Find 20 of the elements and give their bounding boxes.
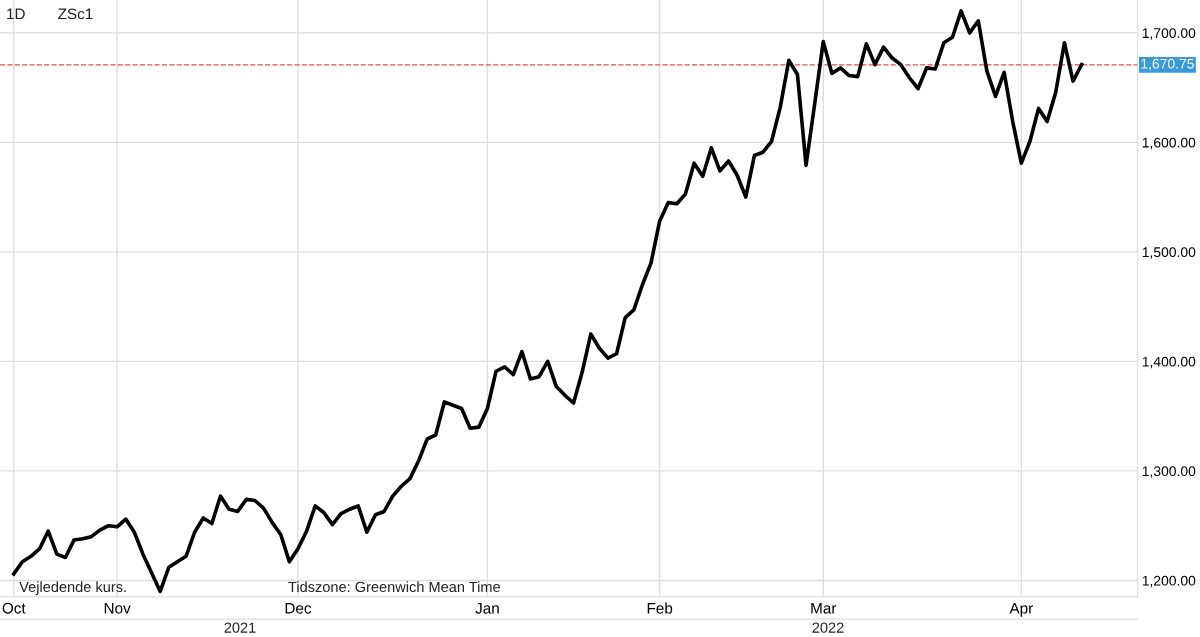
x-tick-label: Dec [285, 602, 312, 614]
y-tick-label: 1,600.00 [1142, 137, 1196, 150]
y-tick-label: 1,700.00 [1142, 28, 1196, 40]
ref-line-label: 1,670.75 [1141, 58, 1194, 71]
y-tick-label: 1,500.00 [1142, 247, 1196, 259]
x-tick-label: Mar [811, 602, 837, 614]
annotation: Vejledende kurs. [19, 581, 126, 595]
y-tick-label: 1,400.00 [1142, 356, 1196, 369]
x-tick-label: Feb [647, 602, 673, 614]
annotation: Tidszone: Greenwich Mean Time [288, 581, 500, 593]
x-tick-label: Nov [104, 602, 131, 614]
text: 2022 [812, 622, 844, 633]
text: 2021 [224, 622, 256, 633]
x-tick-label: Apr [1009, 602, 1033, 617]
annotation: 1D [7, 8, 25, 20]
x-tick-label: Oct [2, 602, 26, 614]
y-tick-label: 1,300.00 [1142, 466, 1196, 478]
y-tick-label: 1,200.00 [1142, 575, 1196, 588]
annotation: ZSc1 [58, 8, 93, 20]
x-tick-label: Jan [475, 602, 499, 614]
